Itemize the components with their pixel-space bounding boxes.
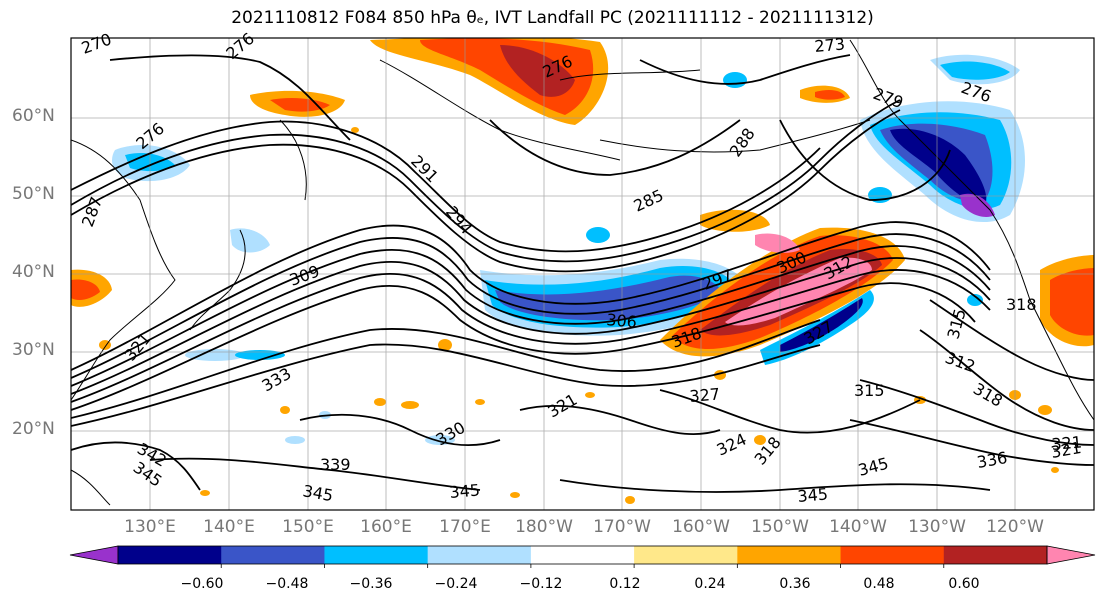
contour-label: 273 xyxy=(814,34,846,56)
theta-e-contours xyxy=(71,54,1094,493)
lon-label-130w: 130°W xyxy=(908,517,966,537)
lon-label-150e: 150°E xyxy=(282,517,334,537)
contour-label: 318 xyxy=(1006,295,1037,314)
colorbar-tick: −0.24 xyxy=(434,576,478,592)
colorbar-segment xyxy=(324,546,429,564)
lon-label-160w: 160°W xyxy=(672,517,730,537)
colorbar-tick: 0.12 xyxy=(609,576,641,592)
lon-label-130e: 130°E xyxy=(124,517,176,537)
shade-darkred xyxy=(500,45,575,97)
contour-label: 327 xyxy=(689,384,721,406)
colorbar-segment xyxy=(634,546,738,564)
colorbar-tick: −0.60 xyxy=(180,576,224,592)
lat-label-20: 20°N xyxy=(12,419,55,439)
colorbar xyxy=(69,545,1096,568)
lon-label-170w: 170°W xyxy=(593,517,651,537)
shade-red-east xyxy=(1050,268,1094,336)
lat-label-30: 30°N xyxy=(12,340,55,360)
shade-red-ne-small xyxy=(815,89,845,100)
contour-label: 315 xyxy=(854,381,885,400)
lat-label-60: 60°N xyxy=(12,106,55,126)
colorbar-tick: −0.48 xyxy=(265,576,309,592)
contour-label: 345 xyxy=(449,480,481,502)
shade-lightblue-japan2 xyxy=(230,228,270,253)
colorbar-tick: 0.24 xyxy=(694,576,726,592)
lat-label-40: 40°N xyxy=(12,262,55,282)
shade-red-w40 xyxy=(71,279,100,300)
colorbar-tick: 0.60 xyxy=(948,576,980,592)
colorbar-segment xyxy=(737,546,842,564)
contour-label: 321 xyxy=(1051,432,1083,454)
contour-label: 306 xyxy=(606,310,638,332)
colorbar-segment xyxy=(221,546,325,564)
colorbar-segment xyxy=(118,546,222,564)
lat-label-50: 50°N xyxy=(12,184,55,204)
colorbar-tick: −0.36 xyxy=(349,576,393,592)
colorbar-tick: 0.36 xyxy=(779,576,811,592)
plot-frame xyxy=(70,37,1095,511)
colorbar-frame xyxy=(117,545,1048,565)
shade-darkblue-se xyxy=(780,298,863,352)
lon-label-150w: 150°W xyxy=(751,517,809,537)
colorbar-segment xyxy=(840,546,945,564)
colorbar-segment xyxy=(943,546,1048,564)
shade-darkblue-ne xyxy=(890,128,987,205)
lon-label-140w: 140°W xyxy=(829,517,887,537)
colorbar-segment xyxy=(530,546,635,564)
shade-purple-ne xyxy=(960,193,995,217)
lon-label-180w: 180°W xyxy=(515,517,573,537)
lon-label-170e: 170°E xyxy=(439,517,491,537)
colorbar-tick: −0.12 xyxy=(519,576,563,592)
lon-label-160e: 160°E xyxy=(360,517,412,537)
colorbar-tick: 0.48 xyxy=(863,576,895,592)
shade-blue-ne2 xyxy=(940,61,1010,80)
shade-pink-small xyxy=(755,233,800,253)
lon-label-140e: 140°E xyxy=(203,517,255,537)
shade-red-west xyxy=(270,97,330,112)
lon-label-120w: 120°W xyxy=(986,517,1044,537)
shade-pink-core xyxy=(725,257,872,326)
contour-label: 345 xyxy=(797,484,829,506)
shaded-fields xyxy=(71,38,1094,504)
colorbar-extend-low xyxy=(69,545,119,565)
colorbar-segment xyxy=(427,546,532,564)
colorbar-extend-high xyxy=(1046,545,1096,565)
map-title: 2021110812 F084 850 hPa θₑ, IVT Landfall… xyxy=(231,8,874,28)
contour-label: 339 xyxy=(320,455,351,474)
